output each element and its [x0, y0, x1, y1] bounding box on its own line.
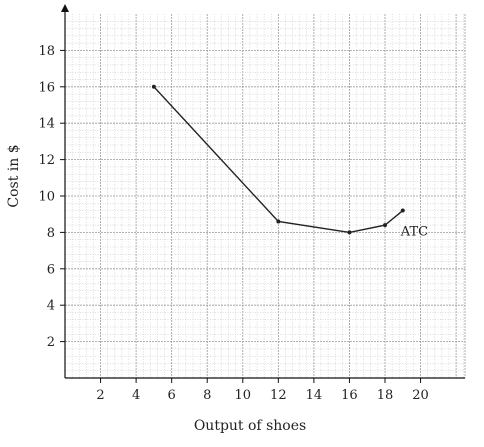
- y-tick-label: 8: [47, 226, 55, 241]
- data-point: [151, 84, 156, 89]
- x-tick-label: 10: [235, 388, 252, 403]
- x-tick-label: 12: [270, 388, 287, 403]
- y-tick-label: 12: [38, 153, 55, 168]
- x-tick-label: 4: [132, 388, 140, 403]
- y-tick-label: 4: [47, 299, 55, 314]
- x-tick-label: 6: [168, 388, 176, 403]
- y-axis-arrow: [61, 4, 69, 12]
- axes: [60, 4, 465, 383]
- y-tick-label: 14: [38, 117, 55, 132]
- x-tick-label: 18: [377, 388, 394, 403]
- x-tick-label: 2: [96, 388, 104, 403]
- series: ATC: [151, 84, 428, 239]
- data-point: [276, 219, 281, 224]
- data-point: [347, 230, 352, 235]
- grid: [65, 14, 466, 378]
- y-tick-label: 2: [47, 335, 55, 350]
- y-axis-title: Cost in $: [6, 144, 22, 207]
- x-tick-label: 16: [341, 388, 358, 403]
- y-tick-label: 16: [38, 80, 55, 95]
- x-tick-label: 14: [306, 388, 323, 403]
- y-tick-label: 10: [38, 190, 55, 205]
- y-tick-label: 18: [38, 44, 55, 59]
- x-tick-label: 8: [203, 388, 211, 403]
- data-point: [383, 223, 387, 228]
- series-label-atc: ATC: [400, 224, 428, 239]
- data-point: [400, 208, 405, 213]
- x-axis-title: Output of shoes: [194, 418, 306, 434]
- y-tick-label: 6: [47, 262, 55, 277]
- tick-labels: 2 4 6 8 10 12 14 16 18 20 2 4 6 8 10 12 14 16 18: [38, 44, 428, 403]
- x-tick-label: 20: [412, 388, 429, 403]
